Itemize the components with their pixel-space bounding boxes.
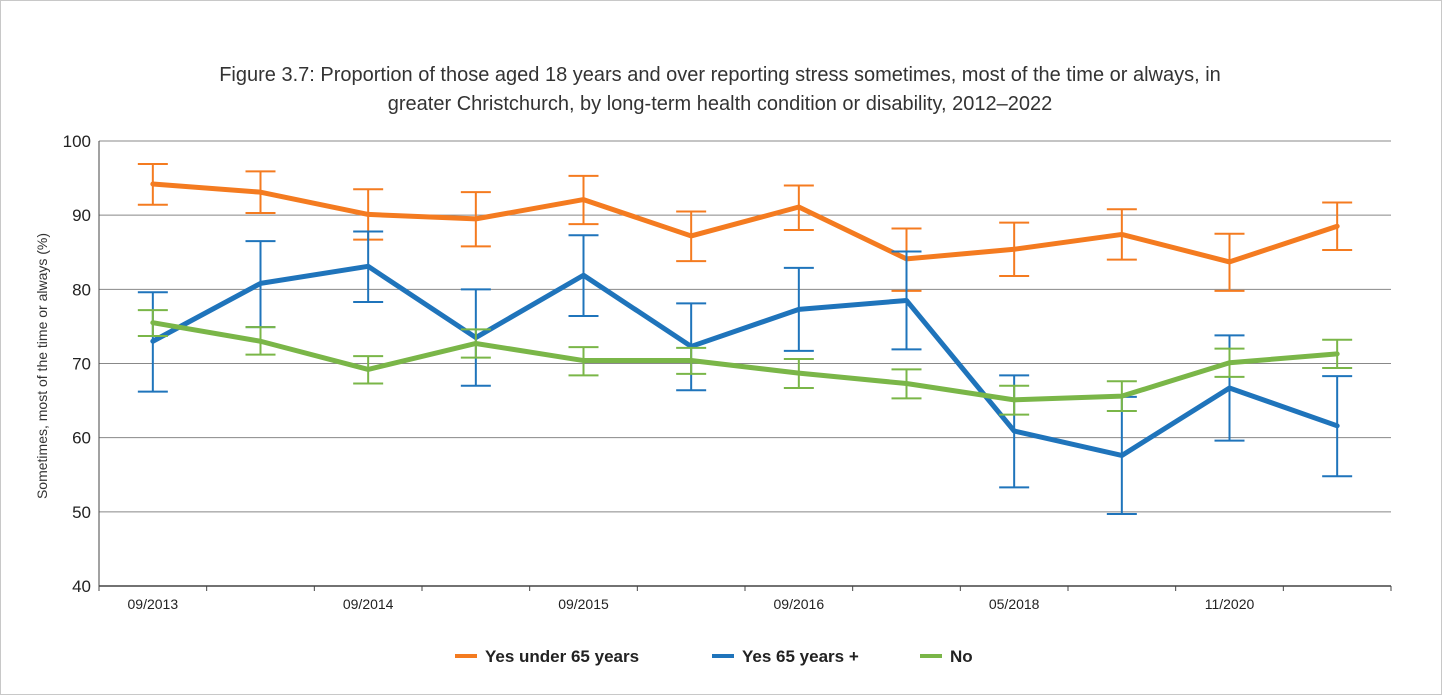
data-point (797, 205, 801, 209)
data-point (474, 217, 478, 221)
x-tick-label: 09/2015 (558, 596, 609, 612)
axes: 40 50 60 70 80 90 100 09/2013 09/2014 09/2015 09/2… (63, 132, 1392, 612)
data-point (905, 382, 908, 386)
data-point (582, 359, 585, 363)
legend: Yes under 65 years Yes 65 years + No (455, 647, 973, 666)
series-lines (137, 162, 1353, 516)
x-tick-label: 09/2014 (343, 596, 394, 612)
x-tick-label: 11/2020 (1205, 596, 1255, 612)
chart-title-line-1: Figure 3.7: Proportion of those aged 18 … (219, 64, 1221, 86)
y-tick-label: 90 (72, 206, 91, 225)
data-point (151, 339, 155, 343)
series-0 (137, 162, 1353, 292)
data-point (474, 341, 478, 345)
data-point (1335, 424, 1339, 428)
data-point (582, 273, 585, 277)
series-line-1 (150, 263, 1340, 458)
data-point (1228, 260, 1231, 264)
data-point (1120, 232, 1124, 236)
y-tick-label: 70 (72, 355, 91, 374)
data-point (689, 359, 693, 363)
y-tick-label: 100 (63, 132, 91, 151)
y-tick-label: 80 (72, 280, 91, 299)
x-tick-label: 09/2013 (128, 596, 179, 612)
chart-title-line-2: greater Christchurch, by long-term healt… (388, 93, 1052, 115)
data-point (1012, 429, 1016, 433)
data-point (1012, 398, 1016, 402)
data-point (1012, 247, 1016, 251)
data-point (366, 367, 370, 371)
gridlines (99, 140, 1391, 587)
data-point (1228, 386, 1231, 390)
data-point (259, 281, 262, 285)
series-line-2 (150, 320, 1340, 403)
data-point (797, 307, 801, 311)
data-point (366, 212, 370, 216)
legend-label-2: No (950, 647, 973, 666)
y-tick-label: 40 (72, 577, 91, 596)
data-point (1335, 352, 1339, 356)
y-axis-label: Sometimes, most of the time or always (%… (34, 233, 50, 499)
legend-label-0: Yes under 65 years (485, 647, 639, 666)
y-tick-label: 50 (72, 503, 91, 522)
data-point (1120, 394, 1124, 398)
x-tick-label: 09/2016 (774, 596, 825, 612)
legend-label-1: Yes 65 years + (742, 647, 859, 666)
data-point (366, 264, 370, 268)
data-point (151, 321, 155, 325)
data-point (259, 339, 262, 343)
x-tick-label: 05/2018 (989, 596, 1040, 612)
data-point (1228, 361, 1231, 365)
data-point (1335, 224, 1339, 228)
data-point (797, 371, 801, 375)
series-line-0 (150, 181, 1340, 265)
data-point (905, 298, 908, 302)
series-1 (137, 230, 1353, 516)
data-point (259, 190, 262, 194)
series-2 (137, 309, 1353, 416)
data-point (582, 198, 585, 202)
y-tick-label: 60 (72, 429, 91, 448)
data-point (151, 182, 155, 186)
data-point (689, 234, 693, 238)
data-point (1120, 453, 1124, 457)
